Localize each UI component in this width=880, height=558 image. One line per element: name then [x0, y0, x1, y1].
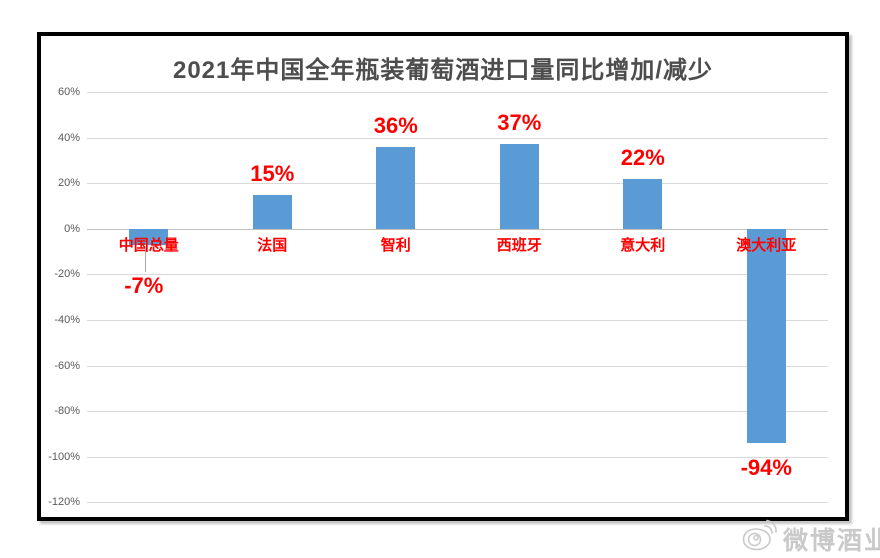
- watermark-text: 微博酒业: [783, 526, 880, 555]
- weibo-icon: [740, 518, 778, 558]
- chart-container: 2021年中国全年瓶装葡萄酒进口量同比增加/减少: [37, 32, 849, 521]
- chart-title: 2021年中国全年瓶装葡萄酒进口量同比增加/减少: [172, 57, 714, 84]
- watermark: 微博酒业: [740, 518, 880, 558]
